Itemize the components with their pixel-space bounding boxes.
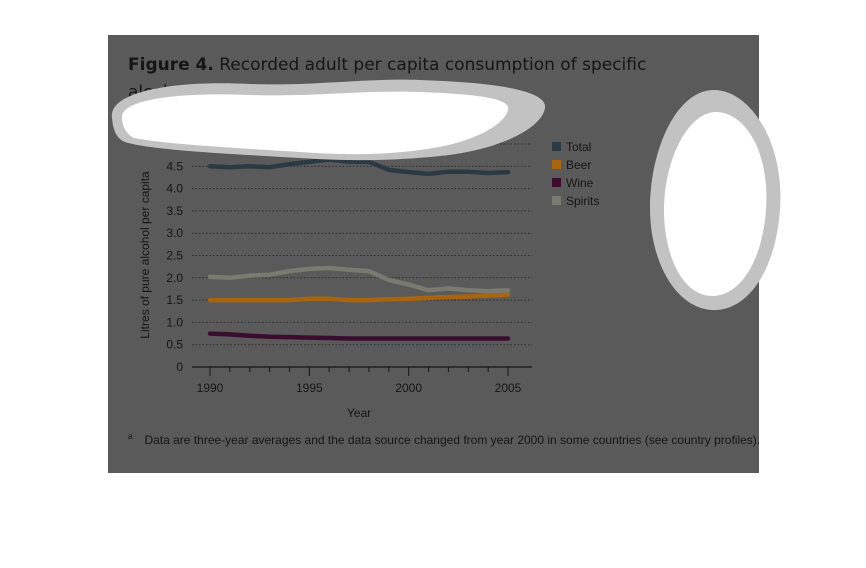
figure-label: Figure 4. [128, 55, 214, 75]
y-axis-label: Litres of pure alcohol per capita [138, 171, 152, 339]
y-tick-label: 0.5 [166, 338, 183, 352]
legend-label-beer: Beer [566, 158, 591, 172]
axis-labels: Year Litres of pure alcohol per capita [138, 171, 371, 420]
footnote-text: Data are three-year averages and the dat… [144, 433, 761, 447]
x-tick-label: 1995 [296, 381, 323, 395]
x-tick-label: 1990 [197, 381, 224, 395]
x-tick-label: 2005 [495, 381, 522, 395]
redaction-marks [111, 79, 781, 311]
legend-label-total: Total [566, 140, 591, 154]
axes: 00.51.01.52.02.53.03.54.04.55.0199019952… [166, 137, 532, 395]
y-tick-label: 3.5 [166, 204, 183, 218]
y-tick-label: 3.0 [166, 226, 183, 240]
redaction-blob-right-inner [664, 112, 767, 296]
legend-swatch-spirits [552, 196, 561, 205]
y-tick-label: 4.0 [166, 182, 183, 196]
legend-swatch-beer [552, 160, 561, 169]
footnote-marker: a [128, 432, 133, 441]
series-line-total [207, 157, 511, 177]
x-axis-label: Year [347, 406, 371, 420]
legend-label-wine: Wine [566, 176, 594, 190]
legend: Total Beer Wine Spirits [552, 140, 599, 208]
series-line-spirits [207, 265, 511, 294]
series-line-wine [207, 331, 511, 341]
x-tick-label: 2000 [395, 381, 422, 395]
series-line-beer [207, 292, 511, 303]
legend-swatch-wine [552, 178, 561, 187]
legend-swatch-total [552, 142, 561, 151]
y-tick-label: 1.0 [166, 315, 183, 329]
y-tick-label: 1.5 [166, 293, 183, 307]
y-tick-label: 2.0 [166, 271, 183, 285]
series-lines [207, 157, 511, 341]
legend-label-spirits: Spirits [566, 194, 599, 208]
y-tick-label: 4.5 [166, 159, 183, 173]
y-tick-label: 2.5 [166, 249, 183, 263]
redaction-blob-left-inner [122, 91, 509, 155]
footnote: a Data are three-year averages and the da… [128, 432, 760, 447]
y-tick-label: 0 [176, 360, 183, 374]
